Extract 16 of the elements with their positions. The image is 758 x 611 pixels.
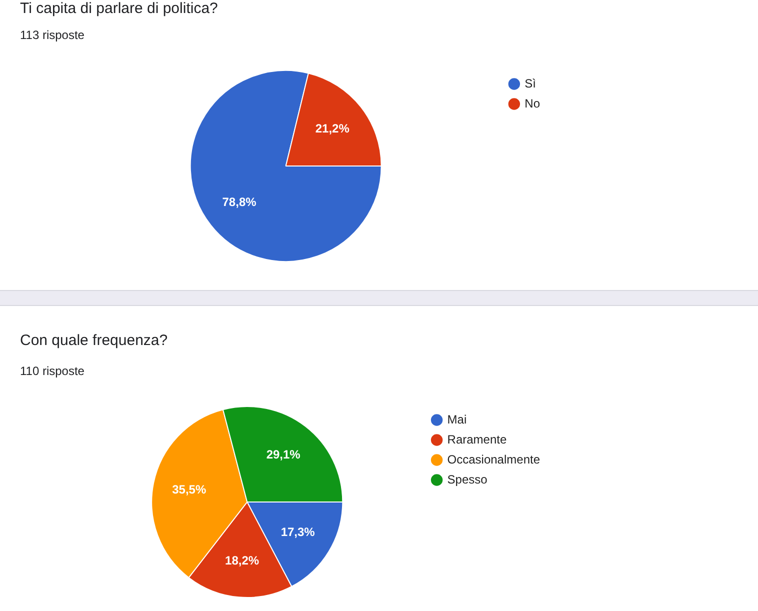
text: 113 risposte: [20, 28, 84, 42]
legend-label: No: [524, 96, 540, 110]
data-label: 78,8%: [222, 194, 257, 209]
data-label: 29,1%: [266, 447, 301, 462]
text: 110 risposte: [20, 364, 84, 378]
chart-title: Ti capita di parlare di politica?: [20, 0, 218, 17]
legend-label: Spesso: [447, 472, 488, 486]
data-label: 35,5%: [172, 482, 206, 496]
legend-label: Mai: [447, 412, 467, 426]
legend-label: Occasionalmente: [447, 452, 540, 466]
legend-label: Raramente: [447, 432, 507, 446]
chart-title: Con quale frequenza?: [20, 332, 168, 349]
data-label: 18,2%: [225, 553, 260, 568]
legend-label: Sì: [524, 76, 536, 90]
data-label: 17,3%: [280, 524, 316, 539]
data-label: 21,2%: [315, 122, 350, 136]
